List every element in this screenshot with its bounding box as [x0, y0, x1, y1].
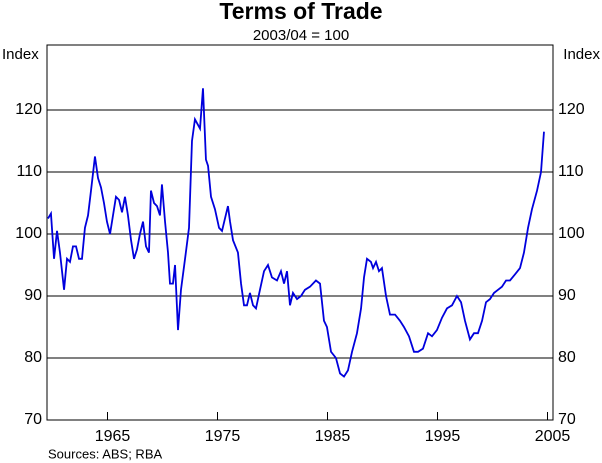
source-note: Sources: ABS; RBA — [48, 446, 162, 461]
data-line — [47, 88, 545, 378]
y-tick-label: 70 — [24, 411, 42, 428]
y2-tick-label: 100 — [558, 225, 585, 242]
y-tick-label: 110 — [16, 163, 42, 180]
chart-title: Terms of Trade — [219, 0, 382, 24]
y2-tick-label: 120 — [558, 101, 585, 118]
y2-tick-label: 90 — [558, 287, 576, 304]
y2-tick-label: 70 — [558, 411, 576, 428]
chart-subtitle: 2003/04 = 100 — [253, 27, 349, 44]
y-tick-label: 80 — [24, 349, 42, 366]
y2-tick-label: 110 — [558, 163, 584, 180]
x-tick-label: 1965 — [95, 428, 131, 445]
y-axis-label: Index — [2, 46, 39, 63]
x-tick-label: 1985 — [315, 428, 351, 445]
y-tick-label: 90 — [24, 287, 42, 304]
x-tick-label: 1975 — [205, 428, 241, 445]
x-tick-label: 2005 — [535, 428, 571, 445]
y-tick-label: 100 — [15, 225, 42, 242]
y2-axis-label: Index — [563, 46, 600, 63]
plot-frame — [46, 44, 554, 421]
y2-tick-label: 80 — [558, 349, 576, 366]
x-tick-label: 1995 — [425, 428, 461, 445]
y-tick-label: 120 — [15, 101, 42, 118]
